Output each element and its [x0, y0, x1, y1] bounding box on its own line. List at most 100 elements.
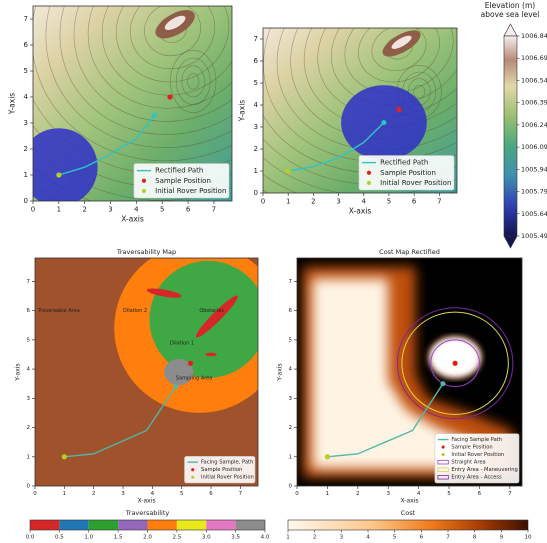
point: [62, 454, 67, 459]
colorbar-tick-label: 0.0: [26, 535, 35, 541]
y-tick-label: 1: [27, 454, 31, 460]
x-tick-label: 2: [356, 491, 360, 497]
colorbar-gradient: [288, 520, 528, 530]
y-tick-label: 4: [24, 93, 29, 101]
legend-swatch: [142, 179, 146, 183]
colorbar-tick-label: 1006.39: [521, 99, 547, 107]
colorbar-tick-label: 1005.94: [521, 165, 547, 173]
legend: Facing Sample PathSample PositionInitial…: [435, 434, 519, 483]
x-tick-label: 2: [311, 198, 315, 206]
colorbar-tick-label: 1.0: [84, 535, 93, 541]
x-tick-label: 6: [186, 206, 191, 214]
annotation: Dilation 2: [123, 308, 147, 314]
legend-label: Rectified Path: [380, 159, 428, 167]
y-tick-label: 0: [27, 484, 31, 490]
annotation: Sampling Area: [176, 375, 213, 381]
legend-label: Sample Position: [155, 177, 211, 185]
sample-area: [429, 337, 481, 378]
colorbar-tick-label: 1006.09: [521, 143, 547, 151]
legend-label: Initial Rover Position: [155, 187, 226, 195]
legend-label: Initial Rover Position: [380, 179, 451, 187]
colorbar-tick-label: 8: [473, 535, 477, 541]
legend: Rectified Path Sample Position Initial Rov…: [359, 156, 454, 190]
y-tick-label: 6: [24, 41, 29, 49]
x-tick-label: 3: [108, 206, 112, 214]
legend-label: Initial Rover Position: [201, 475, 254, 481]
colorbar-tick-label: 1006.24: [521, 121, 547, 129]
x-tick-label: 2: [92, 491, 96, 497]
x-tick-label: 2: [82, 206, 86, 214]
x-tick-label: 5: [180, 491, 184, 497]
y-tick-label: 4: [27, 367, 31, 373]
legend-swatch: [142, 189, 146, 193]
y-axis-label: Y-axis: [14, 363, 21, 381]
colorbar-segment: [206, 520, 235, 530]
y-tick-label: 1: [254, 167, 258, 175]
legend-label: Initial Rover Position: [451, 452, 504, 458]
obstacle: [205, 353, 217, 357]
colorbar-tick-label: 9: [500, 535, 504, 541]
y-tick-label: 4: [254, 101, 259, 109]
x-tick-label: 7: [212, 206, 216, 214]
y-axis-label: Y-axis: [276, 363, 283, 381]
path-end: [381, 120, 386, 125]
y-tick-label: 3: [289, 396, 293, 402]
x-tick-label: 0: [31, 206, 35, 214]
y-tick-label: 3: [254, 123, 258, 131]
x-tick-label: 6: [412, 198, 417, 206]
legend-swatch: [191, 476, 194, 479]
plot-area: Traversable AreaDilation 2ObstaclesDilat…: [35, 243, 284, 486]
colorbar-tick-label: 1006.54: [521, 76, 547, 84]
y-tick-label: 6: [289, 308, 293, 314]
point: [56, 172, 61, 177]
colorbar-tick-label: 4.0: [261, 535, 270, 541]
x-tick-label: 6: [209, 491, 213, 497]
legend-label: Sample Position: [201, 467, 242, 473]
y-tick-label: 5: [27, 337, 31, 343]
y-tick-label: 7: [24, 15, 28, 23]
annotation: Dilation 1: [170, 340, 194, 346]
colorbar-tick-label: 0.5: [55, 535, 64, 541]
x-axis-label: X-axis: [401, 498, 419, 505]
colorbar-tick-label: 2.0: [143, 535, 152, 541]
x-tick-label: 5: [447, 491, 451, 497]
colorbar-tick-label: 3: [340, 535, 344, 541]
x-tick-label: 4: [362, 198, 367, 206]
colorbar-segment: [118, 520, 147, 530]
x-tick-label: 4: [134, 206, 139, 214]
annotation: Traversable Area: [37, 308, 80, 314]
colorbar-extend: [504, 236, 517, 248]
x-tick-label: 0: [295, 491, 299, 497]
y-axis-label: Y-axis: [8, 93, 17, 116]
x-axis-label: X-axis: [121, 214, 144, 223]
legend-label: Straight Area: [451, 460, 485, 466]
legend-label: Facing Sample Path: [451, 437, 502, 443]
y-tick-label: 7: [289, 279, 293, 285]
y-tick-label: 0: [24, 197, 28, 205]
path-end: [173, 384, 178, 389]
x-tick-label: 1: [57, 206, 61, 214]
y-tick-label: 0: [289, 484, 293, 490]
y-tick-label: 2: [27, 425, 31, 431]
colorbar-tick-label: 3.5: [231, 535, 240, 541]
path-end: [152, 113, 157, 118]
colorbar-tick-label: 6: [420, 535, 424, 541]
colorbar-title: Traversability: [125, 509, 170, 517]
colorbar-title: above sea level: [481, 10, 540, 19]
y-axis-label: Y-axis: [238, 100, 247, 123]
y-tick-label: 2: [254, 145, 258, 153]
x-tick-label: 7: [437, 198, 441, 206]
colorbar-tick-label: 7: [446, 535, 450, 541]
y-tick-label: 6: [27, 308, 31, 314]
legend-label: Sample Position: [380, 169, 436, 177]
y-tick-label: 4: [289, 367, 293, 373]
y-tick-label: 3: [24, 119, 28, 127]
colorbar-tick-label: 1.5: [114, 535, 123, 541]
x-tick-label: 3: [336, 198, 340, 206]
y-tick-label: 3: [27, 396, 31, 402]
legend-swatch: [442, 446, 445, 449]
y-tick-label: 2: [289, 425, 293, 431]
y-tick-label: 1: [289, 454, 293, 460]
